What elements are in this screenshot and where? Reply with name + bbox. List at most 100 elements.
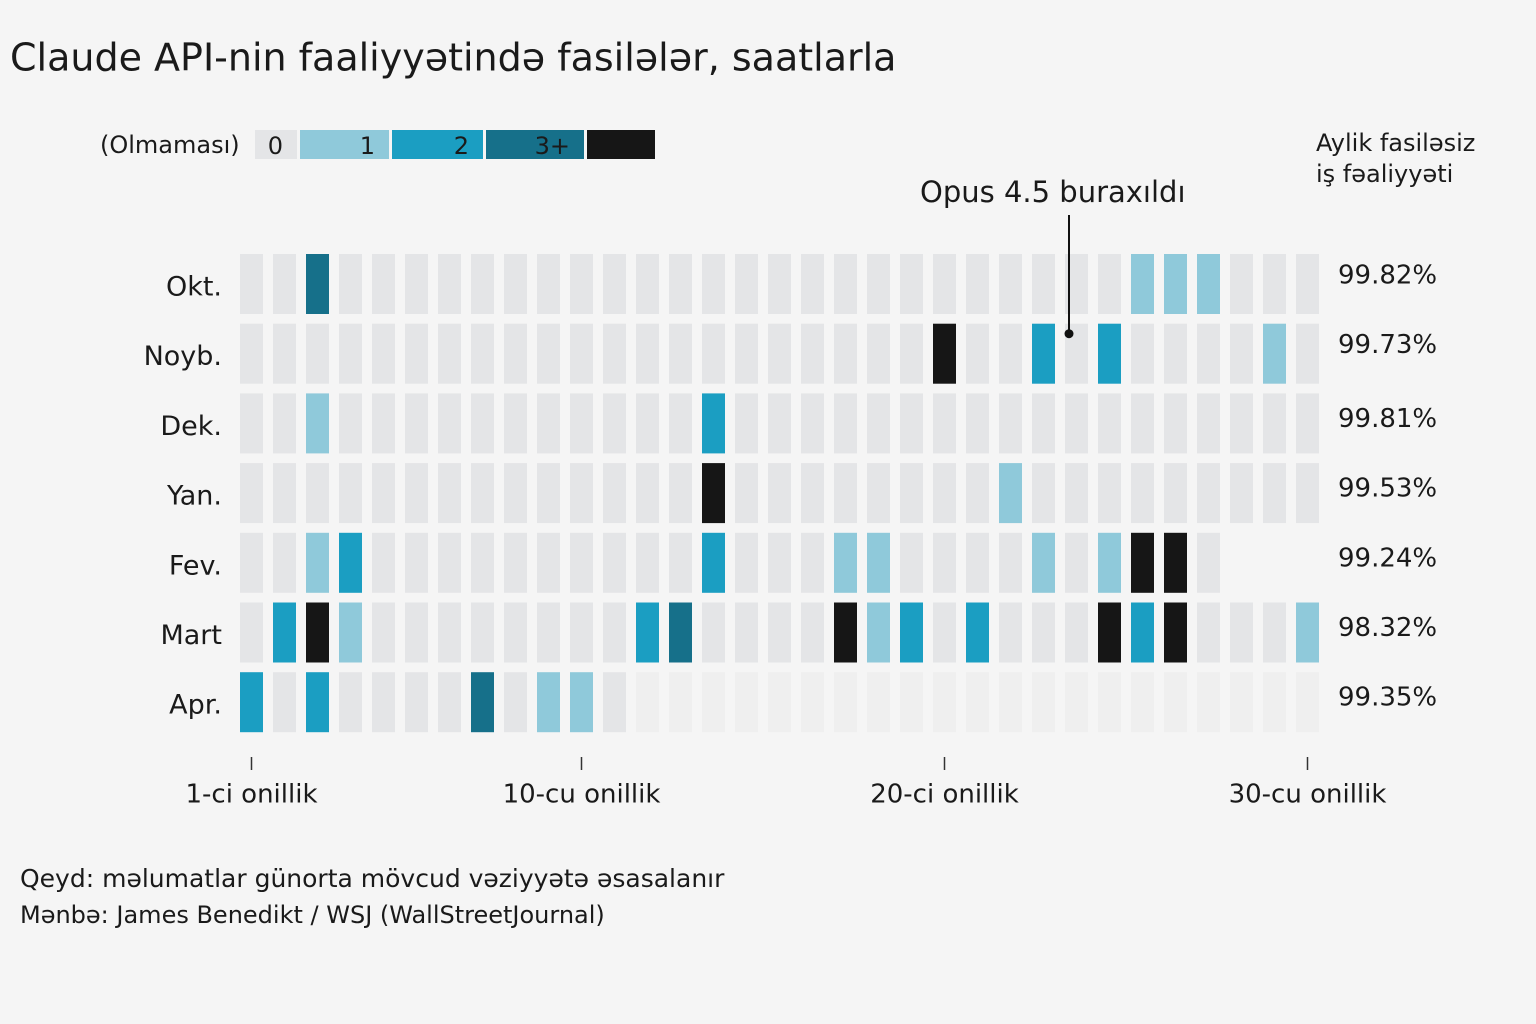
cell	[372, 532, 395, 593]
cell	[570, 463, 593, 524]
note: Qeyd: məlumatlar günorta mövcud vəziyyət…	[20, 864, 725, 893]
cell	[999, 463, 1022, 524]
legend-title: (Olmaması)	[100, 131, 240, 159]
uptime-label: 99.53%	[1338, 474, 1437, 504]
cell	[669, 323, 692, 384]
empty-cell	[966, 672, 989, 733]
cell	[504, 254, 527, 314]
cell	[735, 323, 758, 384]
x-tick-label: 1-ci onillik	[185, 780, 317, 810]
uptime-title: iş fəaliyyəti	[1316, 160, 1453, 188]
cell	[339, 393, 362, 454]
cell	[504, 463, 527, 524]
cell	[1197, 463, 1220, 524]
cell	[1065, 254, 1088, 314]
empty-cell	[768, 672, 791, 733]
cell	[570, 393, 593, 454]
cell	[306, 254, 329, 314]
cell	[900, 254, 923, 314]
cell	[768, 532, 791, 593]
cell	[801, 602, 824, 663]
empty-cell	[1263, 672, 1286, 733]
cell	[801, 393, 824, 454]
cell	[1098, 254, 1121, 314]
cell	[1296, 254, 1319, 314]
cell	[1065, 602, 1088, 663]
cell	[933, 254, 956, 314]
cell	[438, 532, 461, 593]
cell	[339, 254, 362, 314]
cell	[636, 532, 659, 593]
cell	[999, 393, 1022, 454]
cell	[1296, 463, 1319, 524]
cell	[636, 602, 659, 663]
cell	[537, 672, 560, 733]
cell	[966, 532, 989, 593]
empty-cell	[933, 672, 956, 733]
cell	[372, 393, 395, 454]
cell	[867, 463, 890, 524]
cell	[372, 323, 395, 384]
x-tick-label: 20-ci onillik	[870, 780, 1019, 810]
uptime-label: 99.82%	[1338, 261, 1437, 291]
cell	[735, 254, 758, 314]
cell	[438, 602, 461, 663]
cell	[636, 393, 659, 454]
cell	[1098, 323, 1121, 384]
cell	[273, 532, 296, 593]
empty-cell	[834, 672, 857, 733]
uptime-label: 99.73%	[1338, 330, 1437, 360]
cell	[603, 532, 626, 593]
empty-cell	[1197, 672, 1220, 733]
cell	[438, 323, 461, 384]
cell	[1164, 532, 1187, 593]
empty-cell	[1131, 672, 1154, 733]
cell	[273, 463, 296, 524]
cell	[1098, 602, 1121, 663]
cell	[669, 393, 692, 454]
cell	[504, 323, 527, 384]
cell	[1164, 602, 1187, 663]
cell	[240, 602, 263, 663]
cell	[669, 532, 692, 593]
cell	[702, 254, 725, 314]
cell	[1230, 254, 1253, 314]
cell	[1164, 323, 1187, 384]
cell	[405, 532, 428, 593]
cell	[669, 602, 692, 663]
cell	[339, 463, 362, 524]
cell	[900, 532, 923, 593]
legend-swatch	[587, 130, 655, 159]
cell	[702, 602, 725, 663]
cell	[1065, 532, 1088, 593]
cell	[405, 602, 428, 663]
cell	[900, 602, 923, 663]
cell	[867, 254, 890, 314]
cell	[339, 532, 362, 593]
cell	[240, 393, 263, 454]
cell	[999, 323, 1022, 384]
row-label: Yan.	[166, 481, 222, 512]
cell	[768, 463, 791, 524]
cell	[1131, 254, 1154, 314]
cell	[240, 672, 263, 733]
row-label: Mart	[160, 620, 222, 651]
cell	[1065, 463, 1088, 524]
cell	[1230, 602, 1253, 663]
cell	[768, 254, 791, 314]
cell	[603, 463, 626, 524]
cell	[240, 323, 263, 384]
cell	[900, 323, 923, 384]
cell	[570, 532, 593, 593]
cell	[735, 393, 758, 454]
cell	[1197, 532, 1220, 593]
cell	[1164, 393, 1187, 454]
cell	[471, 463, 494, 524]
cell	[603, 323, 626, 384]
cell	[1263, 323, 1286, 384]
cell	[1197, 323, 1220, 384]
empty-cell	[867, 672, 890, 733]
empty-cell	[1065, 672, 1088, 733]
